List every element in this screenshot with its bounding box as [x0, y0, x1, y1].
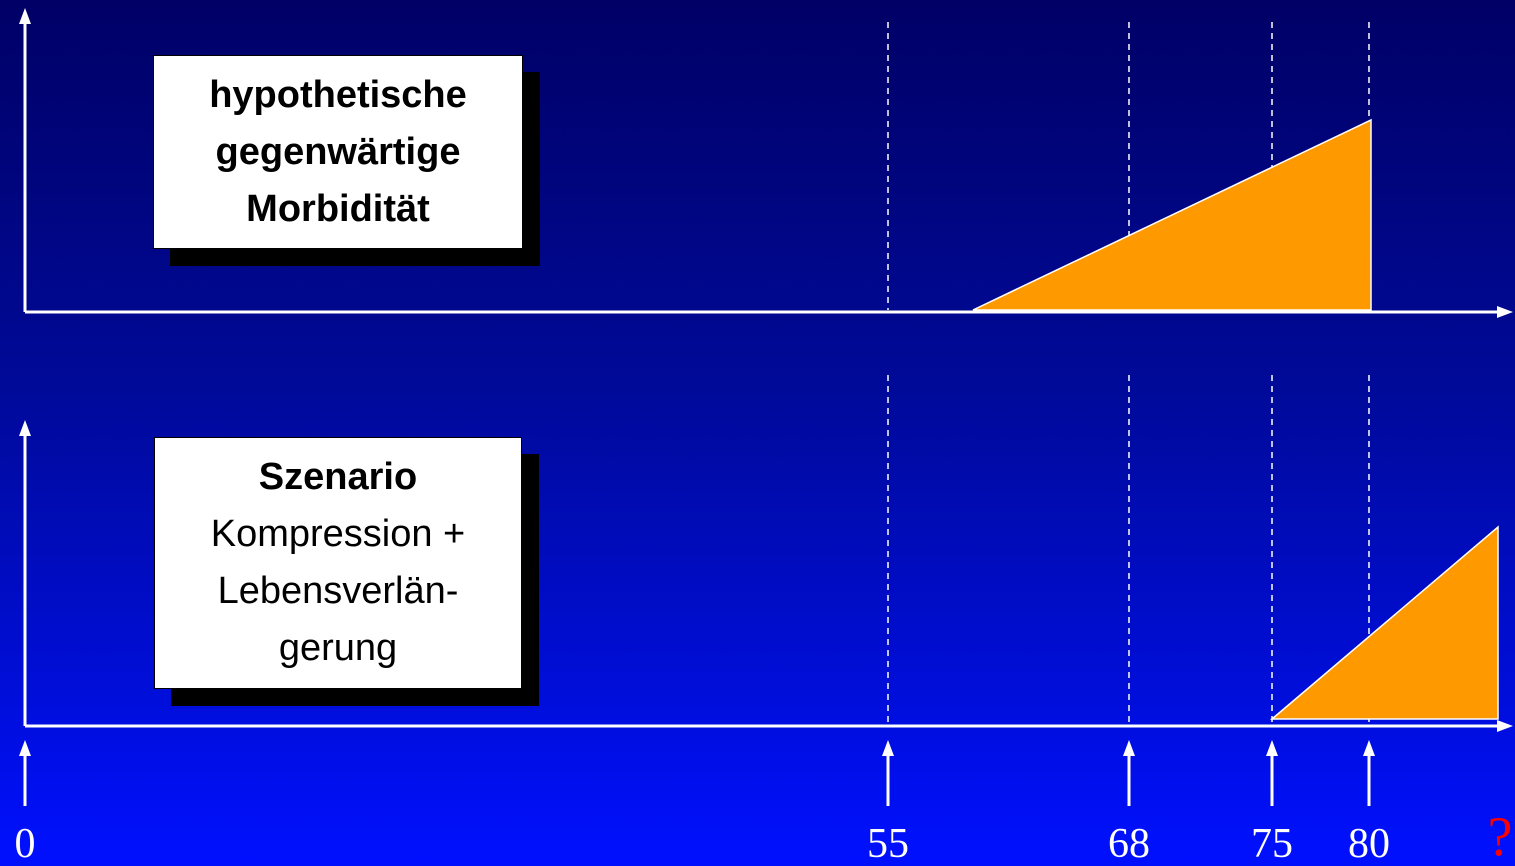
tick-label-55: 55 — [867, 822, 909, 866]
top-panel-label-box: hypothetische gegenwärtige Morbidität — [153, 55, 523, 249]
bottom-label-title: Szenario — [259, 449, 417, 506]
arrow-up-icon — [1266, 740, 1278, 756]
top-morbidity-triangle — [973, 120, 1371, 310]
arrow-right-icon — [1497, 720, 1513, 732]
arrow-up-icon — [1123, 740, 1135, 756]
arrow-up-icon — [1363, 740, 1375, 756]
arrow-up-icon — [19, 420, 31, 436]
tick-arrows — [19, 740, 1375, 806]
bottom-label-line-3: gerung — [279, 620, 397, 677]
arrow-up-icon — [19, 8, 31, 24]
tick-label-80: 80 — [1348, 822, 1390, 866]
arrow-up-icon — [19, 740, 31, 756]
arrow-up-icon — [882, 740, 894, 756]
arrow-right-icon — [1497, 306, 1513, 318]
bottom-label-line-1: Kompression + — [211, 506, 466, 563]
tick-label-75: 75 — [1251, 822, 1293, 866]
bottom-panel-guides — [888, 375, 1369, 724]
top-label-line-3: Morbidität — [246, 181, 430, 238]
tick-label-0: 0 — [15, 822, 36, 866]
bottom-panel-label-box: Szenario Kompression + Lebensverlän- ger… — [154, 437, 522, 689]
top-label-line-1: hypothetische — [209, 67, 467, 124]
bottom-label-line-2: Lebensverlän- — [218, 563, 459, 620]
bottom-morbidity-triangle — [1272, 527, 1498, 719]
tick-label-68: 68 — [1108, 822, 1150, 866]
unknown-end-label: ? — [1488, 808, 1513, 866]
top-label-line-2: gegenwärtige — [216, 124, 461, 181]
